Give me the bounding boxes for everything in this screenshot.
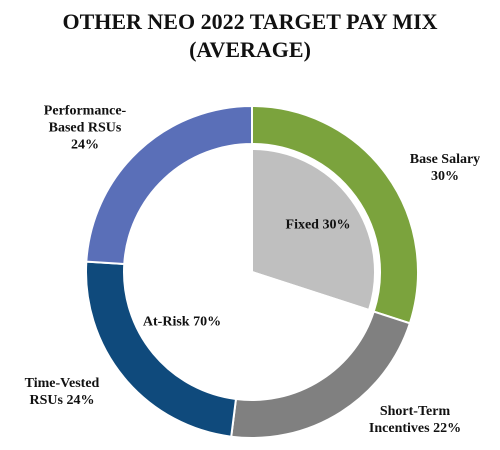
category-label: Fixed bbox=[285, 217, 319, 233]
value-label: 22% bbox=[433, 421, 462, 436]
slice-label: Time-Vested RSUs 24% bbox=[12, 375, 112, 409]
slice-label: Base Salary 30% bbox=[400, 151, 490, 185]
outer-wedge bbox=[85, 104, 253, 266]
value-label: 30% bbox=[431, 169, 459, 184]
category-label: Short-Term Incentives bbox=[368, 404, 451, 436]
category-label: Time-Vested RSUs bbox=[24, 376, 100, 408]
slice-label: Performance-Based RSUs 24% bbox=[35, 103, 135, 154]
slice-label: Fixed 30% bbox=[278, 217, 358, 234]
value-label: 30% bbox=[322, 217, 351, 233]
chart-title: OTHER NEO 2022 TARGET PAY MIX (AVERAGE) bbox=[62, 9, 438, 62]
category-label: Base Salary bbox=[409, 152, 481, 167]
slice-label: At-Risk 70% bbox=[142, 314, 222, 331]
value-label: 70% bbox=[193, 314, 222, 330]
slice-label: Short-Term Incentives 22% bbox=[365, 403, 465, 437]
category-label: Performance-Based RSUs bbox=[43, 103, 127, 136]
inner-wedge bbox=[251, 147, 376, 312]
inner-wedge bbox=[128, 147, 371, 396]
category-label: At-Risk bbox=[142, 314, 190, 330]
value-label: 24% bbox=[71, 137, 99, 153]
value-label: 24% bbox=[66, 393, 95, 408]
